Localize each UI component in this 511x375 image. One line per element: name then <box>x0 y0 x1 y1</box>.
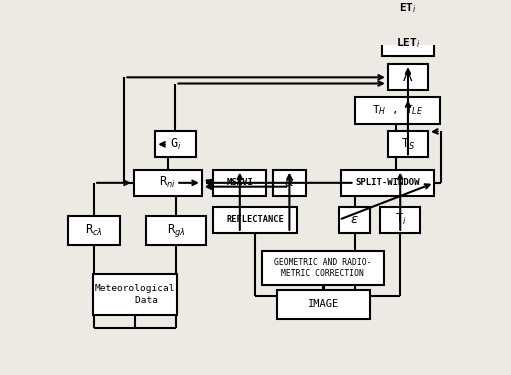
FancyBboxPatch shape <box>339 207 370 233</box>
Text: IMAGE: IMAGE <box>308 300 339 309</box>
FancyBboxPatch shape <box>146 216 206 245</box>
FancyBboxPatch shape <box>277 290 370 319</box>
Text: R$_{ni}$: R$_{ni}$ <box>159 175 176 190</box>
Text: T$_S$: T$_S$ <box>401 137 415 152</box>
Text: R$_{c\lambda}$: R$_{c\lambda}$ <box>85 223 103 238</box>
Text: T$_i$: T$_i$ <box>394 212 406 227</box>
FancyBboxPatch shape <box>68 216 121 245</box>
Text: ET$_i$: ET$_i$ <box>399 1 417 15</box>
FancyBboxPatch shape <box>94 274 177 315</box>
FancyBboxPatch shape <box>155 131 196 158</box>
FancyBboxPatch shape <box>133 170 202 196</box>
FancyBboxPatch shape <box>214 207 297 233</box>
Text: REFLECTANCE: REFLECTANCE <box>226 215 284 224</box>
FancyBboxPatch shape <box>273 170 306 196</box>
Text: R$_{g\lambda}$: R$_{g\lambda}$ <box>167 222 185 239</box>
FancyBboxPatch shape <box>341 170 434 196</box>
Text: GEOMETRIC AND RADIO-
METRIC CORRECTION: GEOMETRIC AND RADIO- METRIC CORRECTION <box>274 258 371 278</box>
Text: MSAVI: MSAVI <box>226 178 253 188</box>
Text: $\Lambda$: $\Lambda$ <box>402 70 414 84</box>
FancyBboxPatch shape <box>262 251 384 285</box>
Text: LET$_i$: LET$_i$ <box>396 36 420 50</box>
Text: SPLIT-WINDOW: SPLIT-WINDOW <box>356 178 420 188</box>
Text: Meteorological
    Data: Meteorological Data <box>95 284 175 304</box>
FancyBboxPatch shape <box>380 207 421 233</box>
FancyBboxPatch shape <box>355 98 440 123</box>
FancyBboxPatch shape <box>385 0 431 21</box>
FancyBboxPatch shape <box>388 131 428 158</box>
FancyBboxPatch shape <box>382 30 434 56</box>
Text: G$_i$: G$_i$ <box>170 137 181 152</box>
Text: $\alpha$: $\alpha$ <box>284 176 295 189</box>
FancyBboxPatch shape <box>388 64 428 90</box>
Text: $\varepsilon$: $\varepsilon$ <box>350 213 359 226</box>
Text: T$_H$ , T$_{LE}$: T$_H$ , T$_{LE}$ <box>371 104 423 117</box>
FancyBboxPatch shape <box>214 170 266 196</box>
